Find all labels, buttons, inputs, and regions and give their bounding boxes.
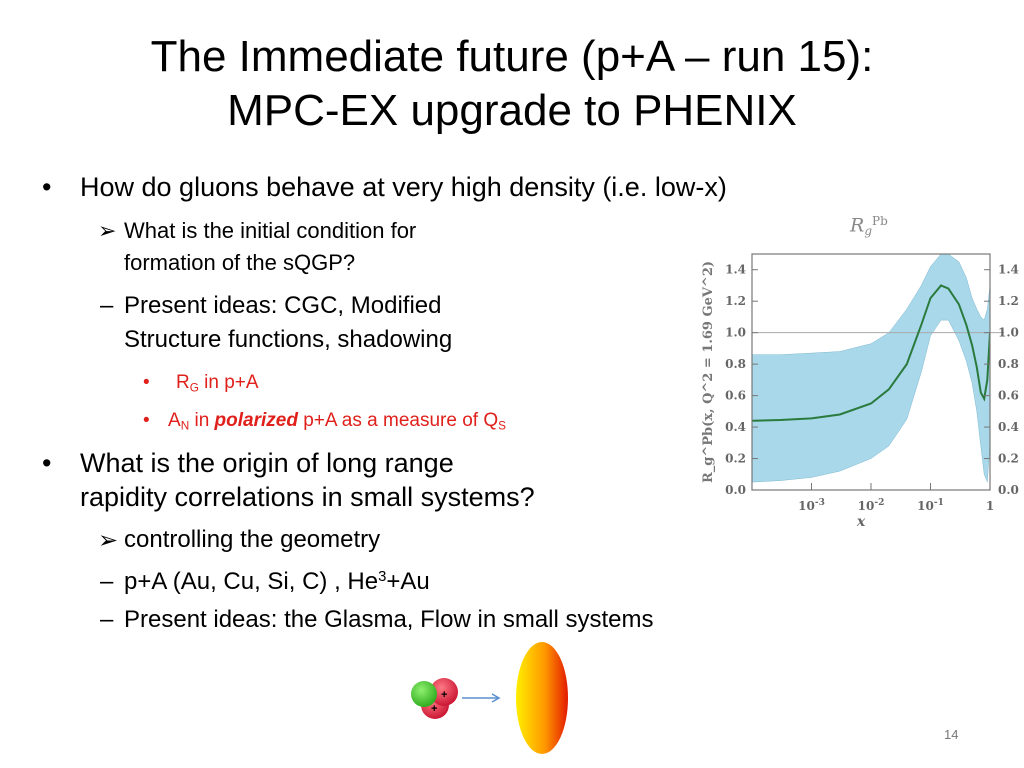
chart-title: RgPb xyxy=(850,214,888,239)
y-tick-label-right: 0.8 xyxy=(998,357,1019,371)
title-line-2: MPC-EX upgrade to PHENIX xyxy=(227,86,797,135)
proton-charge: + xyxy=(441,689,447,701)
y-tick-label-left: 0.4 xyxy=(725,420,746,434)
y-tick-label-left: 0.0 xyxy=(725,483,746,497)
rg-line: RG in p+A xyxy=(176,372,259,395)
bullet-gluons: How do gluons behave at very high densit… xyxy=(80,172,727,202)
uncertainty-band xyxy=(752,254,990,483)
small-dot: • xyxy=(143,372,150,393)
proton-sphere xyxy=(430,678,458,706)
proton-sphere xyxy=(421,691,449,719)
sub-present-ideas-2: Structure functions, shadowing xyxy=(124,326,453,353)
y-tick-label-left: 0.2 xyxy=(725,452,746,466)
central-curve xyxy=(752,284,990,422)
sub-initial-condition-2: formation of the sQGP? xyxy=(124,250,356,275)
sub-pa-systems: p+A (Au, Cu, Si, C) , He3+Au xyxy=(124,568,430,595)
y-tick-label-right: 1.2 xyxy=(998,294,1019,308)
arrow-bullet: ➢ xyxy=(98,218,117,243)
x-tick-label: 10-1 xyxy=(917,498,944,513)
plot-frame xyxy=(751,253,991,491)
sub-initial-condition-1: What is the initial condition for xyxy=(124,218,417,243)
neutron-sphere xyxy=(411,681,437,707)
y-tick-label-right: 0.2 xyxy=(998,452,1019,466)
y-tick-label-right: 0.6 xyxy=(998,389,1019,403)
dash-bullet: – xyxy=(100,292,114,319)
sub-glasma: Present ideas: the Glasma, Flow in small… xyxy=(124,606,654,633)
an-line: AN in polarized p+A as a measure of QS xyxy=(168,410,506,433)
title-line-1: The Immediate future (p+A – run 15): xyxy=(150,32,874,81)
small-dot: • xyxy=(143,410,150,431)
y-tick-label-left: 1.2 xyxy=(725,294,746,308)
y-tick-label-left: 0.6 xyxy=(725,389,746,403)
x-tick-label: 10-2 xyxy=(858,498,885,513)
x-tick-label: 1 xyxy=(986,499,994,513)
y-tick-label-left: 1.4 xyxy=(725,263,746,277)
page-number: 14 xyxy=(944,727,959,742)
proton-charge: + xyxy=(431,703,437,715)
y-tick-label-right: 0.0 xyxy=(998,483,1019,497)
slide-title: The Immediate future (p+A – run 15): MPC… xyxy=(40,30,984,138)
bullet-origin-2: rapidity correlations in small systems? xyxy=(80,482,535,512)
sub-present-ideas-1: Present ideas: CGC, Modified xyxy=(124,292,442,319)
y-tick-label-right: 1.4 xyxy=(998,263,1019,277)
arrow-bullet: ➢ xyxy=(98,527,119,554)
collision-diagram: + + xyxy=(411,642,568,754)
bullet-dot: • xyxy=(42,172,52,202)
y-tick-label-left: 0.8 xyxy=(725,357,746,371)
arrow-head-icon xyxy=(491,693,501,703)
y-tick-label-right: 0.4 xyxy=(998,420,1019,434)
dash-bullet: – xyxy=(100,606,114,633)
y-tick-label-right: 1.0 xyxy=(998,326,1019,340)
x-tick-label: 10-3 xyxy=(798,498,825,513)
bullet-origin-1: What is the origin of long range xyxy=(80,448,454,478)
dash-bullet: – xyxy=(100,568,114,595)
y-axis-label: R_g^Pb(x, Q^2 = 1.69 GeV^2) xyxy=(701,261,716,483)
y-tick-label-left: 1.0 xyxy=(725,326,746,340)
nucleus-disk xyxy=(516,642,568,754)
bullet-dot: • xyxy=(42,448,52,478)
x-axis-label: x xyxy=(856,514,866,530)
sub-geometry: controlling the geometry xyxy=(124,526,381,553)
